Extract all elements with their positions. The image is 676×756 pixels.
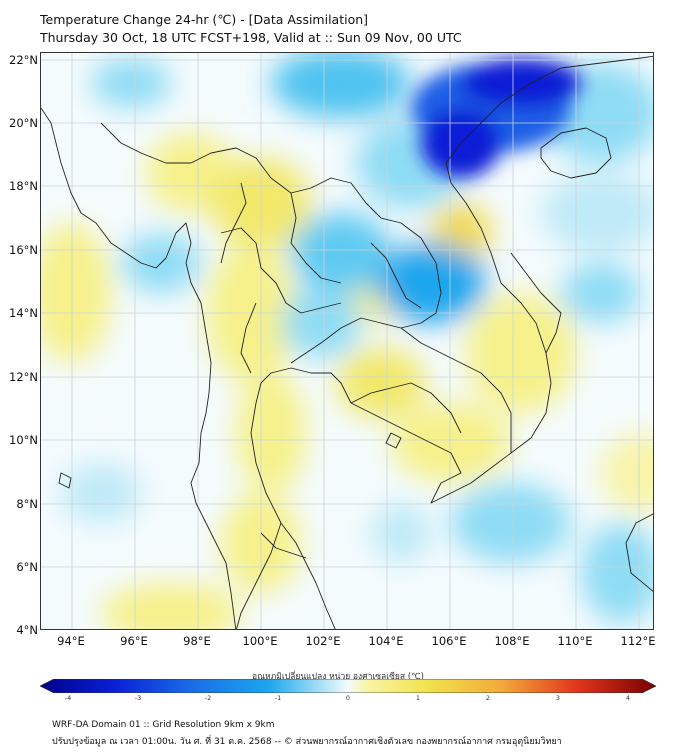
lon-label: 106°E: [431, 634, 467, 648]
lat-label: 18°N: [9, 179, 38, 193]
lat-label: 14°N: [9, 306, 38, 320]
lat-label: 10°N: [9, 433, 38, 447]
colorbar-tick: -1: [274, 694, 282, 702]
lon-label: 100°E: [242, 634, 278, 648]
lon-label: 112°E: [620, 634, 656, 648]
strong-cooling-core: [411, 58, 581, 178]
temperature-change-map: [40, 52, 654, 630]
colorbar-tick: -4: [64, 694, 72, 702]
colorbar-label: อุณหภูมิเปลี่ยนแปลง หน่วย องศาเซลเซียส (…: [252, 672, 424, 682]
colorbar-tick: -2: [204, 694, 212, 702]
colorbar-tick: 2: [485, 694, 491, 702]
colorbar-tick: 4: [625, 694, 631, 702]
lon-label: 98°E: [183, 634, 211, 648]
map-title: Temperature Change 24-hr (℃) - [Data Ass…: [40, 12, 369, 27]
copyright-note: ปรับปรุงข้อมูล ณ เวลา 01:00น. วัน ศ. ที่…: [52, 737, 562, 747]
lon-label: 96°E: [120, 634, 148, 648]
lat-label: 22°N: [9, 53, 38, 67]
lat-label: 6°N: [16, 560, 38, 574]
forecast-validity-subtitle: Thursday 30 Oct, 18 UTC FCST+198, Valid …: [40, 30, 462, 45]
graticule: [41, 53, 653, 629]
lat-label: 16°N: [9, 243, 38, 257]
model-info: WRF-DA Domain 01 :: Grid Resolution 9km …: [52, 720, 275, 730]
colorbar-tick: 1: [415, 694, 421, 702]
lat-label: 12°N: [9, 370, 38, 384]
colorbar-tick: -3: [134, 694, 142, 702]
colorbar-tick: 0: [345, 694, 351, 702]
lat-label: 8°N: [16, 497, 38, 511]
lat-label: 20°N: [9, 116, 38, 130]
lon-label: 94°E: [57, 634, 85, 648]
lon-label: 110°E: [557, 634, 593, 648]
colorbar-tick: 3: [555, 694, 561, 702]
lat-label: 4°N: [16, 623, 38, 637]
colorbar: [40, 679, 656, 693]
coastlines-and-borders: [41, 55, 653, 629]
lon-label: 104°E: [368, 634, 404, 648]
lon-label: 102°E: [305, 634, 341, 648]
temperature-field: [41, 53, 653, 629]
lon-label: 108°E: [494, 634, 530, 648]
